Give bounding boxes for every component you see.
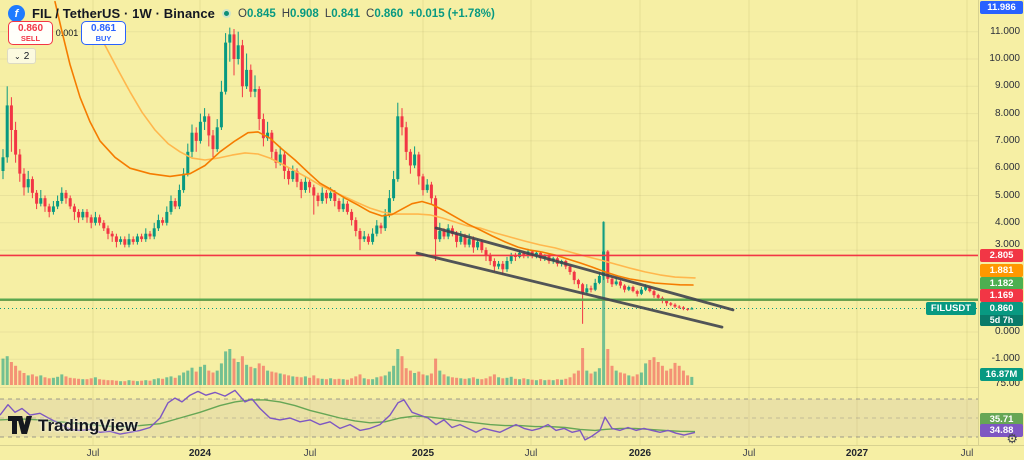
bar-countdown: 5d 7h — [980, 315, 1023, 326]
price-axis-label: 75.00 — [994, 378, 1020, 389]
price-axis-badge: 1.881 — [980, 264, 1023, 277]
buy-label: BUY — [95, 33, 112, 43]
close-value: 0.860 — [374, 7, 404, 20]
tradingview-watermark[interactable]: TradingView — [8, 416, 138, 436]
time-axis-label[interactable]: Jul — [742, 448, 756, 459]
gear-icon[interactable]: ⚙ — [1006, 431, 1018, 446]
ohlc-values: O0.845 H0.908 L0.841 C0.860 +0.015 (+1.7… — [238, 8, 495, 20]
tradingview-logo-icon — [8, 416, 32, 434]
open-label: O — [238, 7, 247, 20]
order-panel: 0.860 SELL 0.001 0.861 BUY — [8, 21, 126, 45]
time-axis-label[interactable]: 2027 — [845, 448, 869, 459]
price-axis-label: -1.000 — [991, 353, 1020, 364]
price-line-symbol-label: FILUSDT — [925, 302, 976, 315]
slow-ma-line — [94, 24, 696, 279]
time-axis-label[interactable]: 2026 — [628, 448, 652, 459]
sell-button[interactable]: 0.860 SELL — [8, 21, 53, 45]
low-value: 0.841 — [331, 7, 361, 20]
price-axis-badge: 11.986 — [980, 1, 1023, 14]
price-axis-badge: 34.88 — [980, 424, 1023, 437]
price-axis-badge: 1.182 — [980, 277, 1023, 290]
change-value: +0.015 (+1.78%) — [409, 7, 495, 20]
channel-trendline — [434, 226, 735, 312]
buy-price: 0.861 — [90, 22, 117, 34]
price-axis[interactable]: 11.000 10.000 9.000 8.000 7.000 6.000 5.000 4.0… — [978, 0, 1024, 445]
price-axis-label: 7.000 — [994, 135, 1020, 146]
market-status-icon[interactable] — [222, 9, 231, 18]
price-axis-label: 6.000 — [994, 162, 1020, 173]
spread-value: 0.001 — [55, 28, 79, 38]
sell-label: SELL — [20, 33, 41, 43]
candlesticks — [1, 27, 694, 324]
tradingview-logo-text: TradingView — [38, 416, 138, 435]
price-axis-label: 0.000 — [994, 326, 1020, 337]
price-axis-label: 3.000 — [994, 239, 1020, 250]
volume-bars — [1, 221, 694, 385]
rsi-ma-line — [0, 399, 696, 433]
price-axis-label: 11.000 — [990, 26, 1020, 37]
price-axis-badge: 0.860 5d 7h — [980, 302, 1023, 326]
fast-ma-line — [54, 0, 694, 286]
time-axis-label[interactable]: Jul — [303, 448, 317, 459]
time-axis-label[interactable]: 2024 — [188, 448, 212, 459]
chevron-down-icon: ⌄ — [14, 51, 21, 61]
open-value: 0.845 — [246, 7, 276, 20]
time-axis-label[interactable]: 2025 — [411, 448, 435, 459]
price-axis-label: 4.000 — [994, 217, 1020, 228]
rsi-line — [0, 389, 696, 441]
chart-legend: f FIL / TetherUS · 1W · Binance O0.845 H… — [8, 5, 495, 22]
price-axis-label: 5.000 — [994, 190, 1020, 201]
filecoin-logo-icon: f — [8, 5, 25, 22]
channel-trendline — [415, 251, 724, 329]
indicator-count: 2 — [23, 50, 30, 62]
price-axis-badge: 1.169 — [980, 289, 1023, 302]
high-label: H — [281, 7, 291, 20]
price-axis-label: 9.000 — [994, 80, 1020, 91]
symbol-title[interactable]: FIL / TetherUS · 1W · Binance — [32, 6, 215, 21]
sell-price: 0.860 — [17, 22, 44, 34]
time-axis-label[interactable]: Jul — [960, 448, 974, 459]
price-axis-badge: 16.87M — [980, 368, 1023, 381]
buy-button[interactable]: 0.861 BUY — [81, 21, 126, 45]
price-axis-badge: 35.71 — [980, 413, 1023, 426]
time-axis[interactable]: Jul 2024 Jul 2025 Jul 2026 Jul 2027 Jul — [0, 445, 1024, 460]
price-axis-label: 10.000 — [989, 53, 1020, 64]
time-axis-label[interactable]: Jul — [524, 448, 538, 459]
low-label: L — [324, 7, 332, 20]
high-value: 0.908 — [290, 7, 319, 20]
object-tree-collapse-button[interactable]: ⌄ 2 — [7, 48, 37, 64]
price-axis-badge: 2.805 — [980, 249, 1023, 262]
close-label: C — [366, 7, 375, 20]
price-axis-label: 8.000 — [994, 108, 1020, 119]
time-axis-label[interactable]: Jul — [86, 448, 100, 459]
rsi-band — [0, 399, 978, 437]
